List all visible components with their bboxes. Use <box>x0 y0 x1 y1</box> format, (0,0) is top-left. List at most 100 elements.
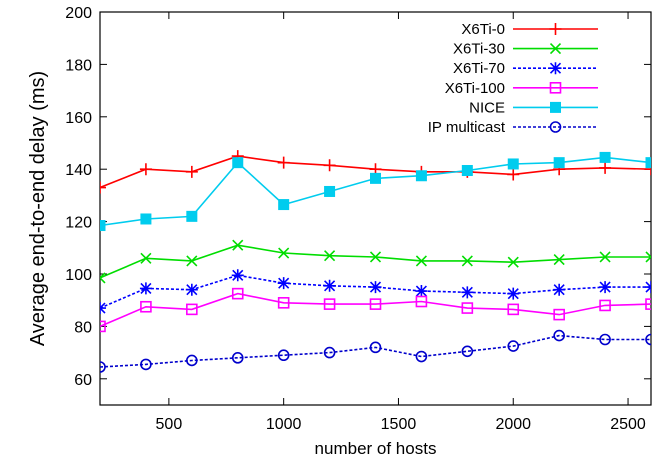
data-point <box>277 277 290 290</box>
data-point <box>553 283 566 296</box>
legend-marker <box>549 82 562 94</box>
data-point <box>100 302 106 315</box>
data-point <box>100 361 106 373</box>
data-point <box>323 159 336 172</box>
data-point <box>140 213 152 225</box>
data-point <box>100 320 106 333</box>
legend-marker <box>549 62 562 75</box>
data-point <box>370 172 381 184</box>
data-point <box>415 350 428 363</box>
x-tick-label: 2000 <box>495 416 531 433</box>
data-point <box>100 181 106 194</box>
data-point <box>140 300 152 313</box>
data-point <box>599 161 612 174</box>
data-point <box>186 255 198 267</box>
data-point <box>507 303 520 316</box>
data-point <box>461 255 473 267</box>
data-point <box>507 287 520 300</box>
data-point <box>140 358 152 371</box>
legend-marker <box>550 101 561 113</box>
y-tick-label: 160 <box>65 110 92 127</box>
y-tick-label: 140 <box>65 162 92 179</box>
legend-entry: NICE <box>469 99 598 116</box>
data-point <box>599 281 612 294</box>
data-point <box>645 298 651 310</box>
legend-marker <box>549 121 562 133</box>
data-point <box>324 185 336 197</box>
series-layer <box>100 150 651 373</box>
data-point <box>139 282 152 295</box>
series-nice <box>100 151 651 232</box>
legend-label: X6Ti-70 <box>453 60 505 77</box>
data-point <box>369 251 382 263</box>
series-x6ti-0 <box>100 150 651 194</box>
data-point <box>599 333 611 346</box>
data-point <box>415 170 427 182</box>
plot-frame <box>99 11 652 406</box>
legend: X6Ti-0 X6Ti-30 X6Ti-70 X6Ti-100 NICE IP multi… <box>428 21 598 136</box>
data-point <box>553 254 565 266</box>
x-axis-title: number of hosts <box>315 439 437 458</box>
legend-label: X6Ti-0 <box>461 21 505 38</box>
series-x6ti-70 <box>100 269 651 315</box>
data-point <box>277 156 290 169</box>
data-point <box>323 298 336 310</box>
legend-marker <box>549 43 562 55</box>
legend-label: IP multicast <box>428 119 506 136</box>
data-point <box>232 157 244 169</box>
y-tick-label: 120 <box>65 215 92 232</box>
legend-entry: X6Ti-0 <box>461 21 598 38</box>
data-point <box>186 303 198 316</box>
legend-entry: X6Ti-70 <box>453 60 598 77</box>
data-point <box>553 157 565 169</box>
data-point <box>461 345 474 358</box>
data-point <box>507 158 519 170</box>
data-point <box>461 302 474 314</box>
data-point <box>140 252 152 264</box>
series-line <box>100 244 651 279</box>
series-x6ti-30 <box>100 239 651 284</box>
data-point <box>507 168 520 181</box>
data-point <box>645 251 651 263</box>
data-point <box>461 286 474 299</box>
x-tick-label: 2500 <box>610 416 646 433</box>
data-point <box>277 349 290 362</box>
data-point <box>323 346 336 359</box>
legend-marker <box>549 23 562 35</box>
data-point <box>100 272 106 284</box>
data-point <box>369 281 382 294</box>
data-point <box>553 329 565 342</box>
data-point <box>278 247 290 259</box>
data-point <box>599 299 611 312</box>
data-point <box>369 341 382 354</box>
legend-label: NICE <box>469 99 505 116</box>
data-point <box>645 157 651 169</box>
data-point <box>324 250 336 262</box>
data-point <box>415 295 428 308</box>
data-point <box>231 352 244 364</box>
y-tick-label: 100 <box>65 267 92 284</box>
y-tick-label: 60 <box>74 372 92 389</box>
data-point <box>232 239 244 251</box>
data-point <box>231 269 244 282</box>
data-point <box>185 283 198 296</box>
series-x6ti-100 <box>100 287 651 333</box>
series-ip-multicast <box>100 329 651 373</box>
data-point <box>553 308 565 321</box>
axis-ticks: 500 1000 1500 2000 2500 60 80 100 120 140 160 180 20… <box>65 5 651 433</box>
y-tick-label: 200 <box>65 5 92 22</box>
data-point <box>599 151 611 163</box>
series-line <box>100 292 651 328</box>
series-line <box>100 334 651 368</box>
data-point <box>231 287 244 300</box>
data-point <box>645 163 651 176</box>
data-point <box>139 163 152 176</box>
data-point <box>599 251 611 263</box>
data-point <box>645 281 651 294</box>
data-point <box>415 255 427 267</box>
data-point <box>645 333 651 346</box>
data-point <box>278 199 290 211</box>
y-tick-label: 80 <box>74 319 92 336</box>
data-point <box>507 340 520 352</box>
